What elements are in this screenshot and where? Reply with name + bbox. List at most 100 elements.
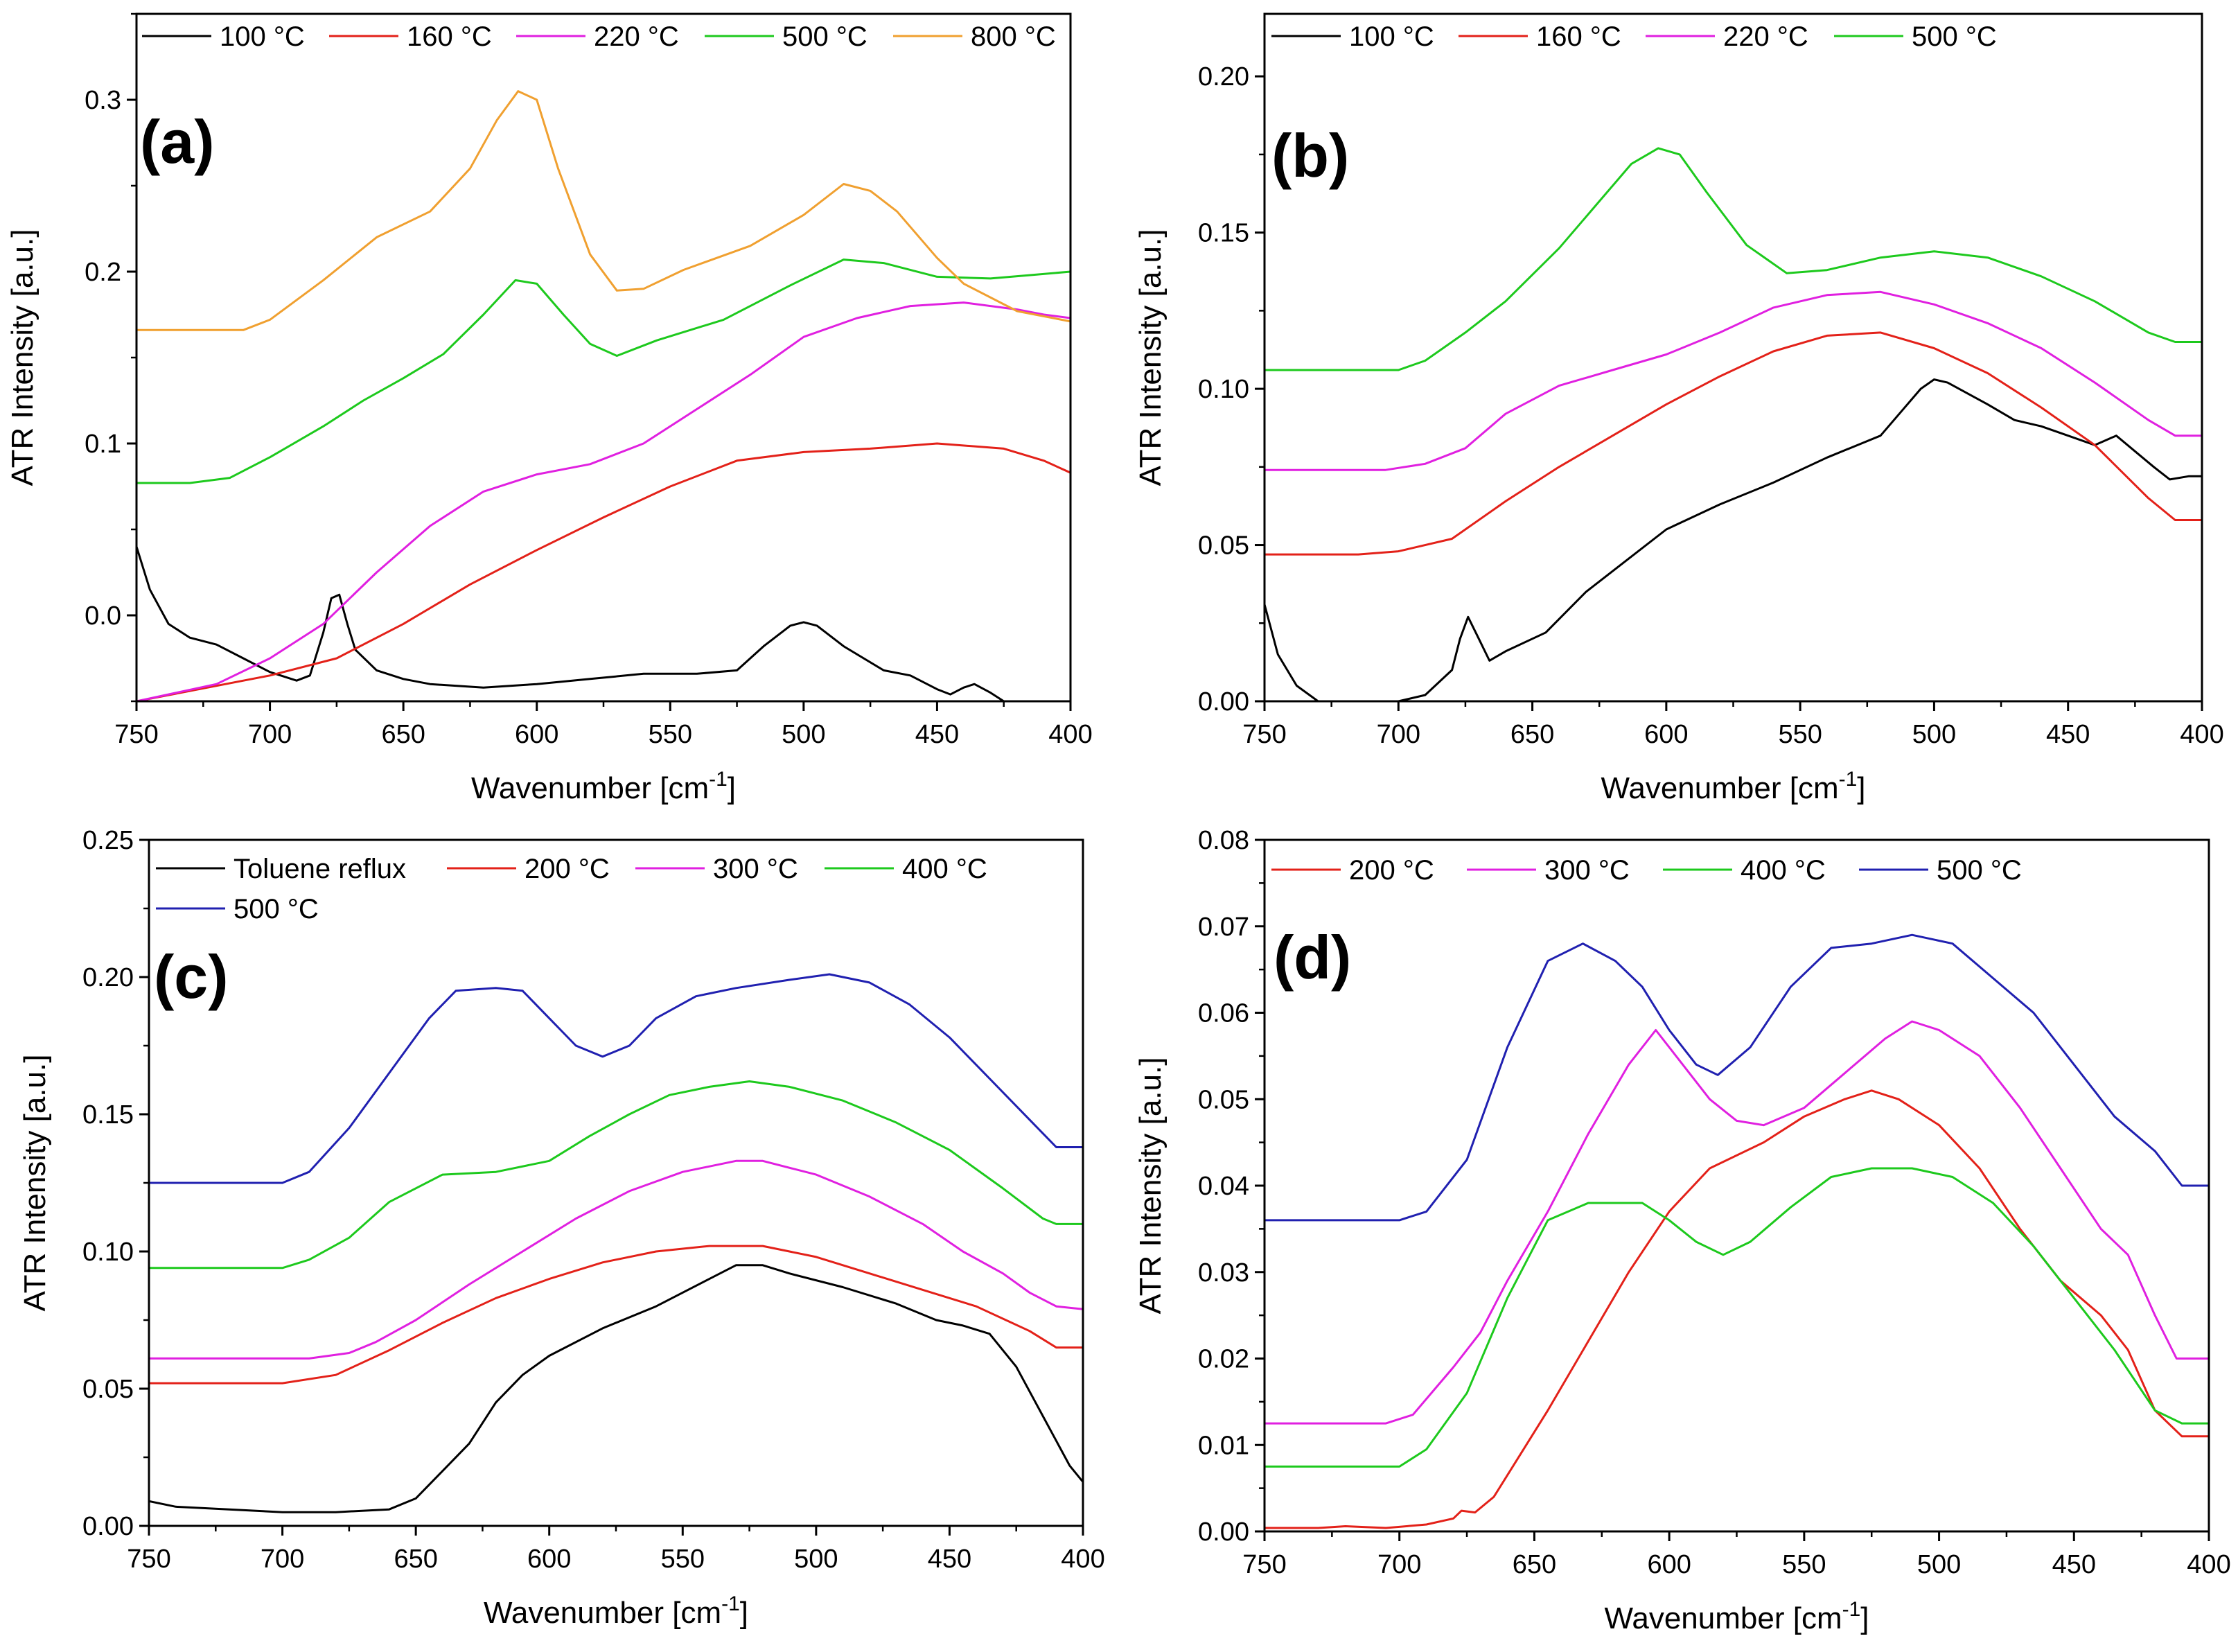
panel-b: 750 700 650 600 550 500 450 400 0.00 0.05 0.10 0.15… (1134, 12, 2224, 805)
y-axis-title: ATR Intensity [a.u.] (18, 1055, 52, 1312)
x-tick-label: 500 (1917, 1550, 1961, 1579)
series-line (1265, 1167, 2209, 1468)
series-line (149, 1245, 1083, 1385)
x-tick-label: 450 (915, 720, 959, 749)
panel-d: 750 700 650 600 550 500 450 400 0.00 0.01 0.02 0.03… (1134, 826, 2231, 1635)
legend-label: 160 °C (1536, 21, 1621, 52)
legend-label: 400 °C (902, 854, 987, 884)
series-line (136, 546, 1005, 701)
y-tick-label: 0.20 (82, 963, 134, 992)
x-tick-label: 650 (381, 720, 425, 749)
x-tick-label: 450 (2052, 1550, 2096, 1579)
y-tick-label: 0.00 (1198, 1518, 1249, 1547)
x-tick-label: 650 (394, 1545, 437, 1574)
series-line (136, 301, 1070, 701)
x-axis-title: Wavenumber [cm-1] (471, 768, 736, 805)
y-tick-label: 0.15 (82, 1100, 134, 1130)
legend-label: 200 °C (525, 854, 610, 884)
series-line (149, 1080, 1083, 1269)
y-tick-label: 0.03 (1198, 1258, 1249, 1288)
x-tick-label: 750 (1242, 1550, 1286, 1579)
series-line (1265, 290, 2202, 471)
series-line (149, 1159, 1083, 1360)
y-tick-label: 0.20 (1198, 62, 1249, 91)
panel-label: (c) (154, 942, 229, 1011)
x-tick-label: 600 (1647, 1550, 1691, 1579)
y-tick-label: 0.00 (1198, 687, 1249, 717)
plot-frame (135, 12, 1072, 703)
series-line (1265, 378, 2202, 701)
x-tick-label: 550 (1782, 1550, 1826, 1579)
x-tick-label: 700 (261, 1545, 304, 1574)
series-line (136, 90, 1070, 331)
series-line (1265, 1089, 2209, 1529)
series-line (149, 1264, 1083, 1513)
panel-label: (a) (140, 107, 215, 176)
x-tick-label: 500 (794, 1545, 838, 1574)
y-tick-label: 0.10 (1198, 375, 1249, 404)
legend: 200 °C 300 °C 400 °C 500 °C (1271, 855, 2022, 886)
y-axis-title: ATR Intensity [a.u.] (6, 229, 39, 486)
x-tick-label: 650 (1513, 1550, 1556, 1579)
y-tick-label: 0.15 (1198, 219, 1249, 248)
legend-label: 200 °C (1349, 855, 1434, 886)
y-tick-label: 0.06 (1198, 999, 1249, 1028)
x-tick-label: 400 (1061, 1545, 1104, 1574)
y-tick-label: 0.0 (85, 601, 121, 631)
x-tick-label: 450 (928, 1545, 971, 1574)
y-tick-label: 0.10 (82, 1238, 134, 1267)
legend-label: 220 °C (1723, 21, 1808, 52)
panel-c: 750 700 650 600 550 500 450 400 0.00 0.05 0.10 0.15… (18, 826, 1105, 1630)
x-axis-title: Wavenumber [cm-1] (1604, 1598, 1869, 1635)
y-tick-label: 0.25 (82, 826, 134, 855)
x-tick-label: 750 (114, 720, 158, 749)
legend-label: 100 °C (1349, 21, 1434, 52)
series-line (136, 258, 1070, 484)
x-tick-label: 600 (515, 720, 558, 749)
series-line (1265, 331, 2202, 556)
legend-label: 800 °C (971, 21, 1056, 52)
x-tick-label: 550 (1778, 720, 1822, 749)
legend-label: 500 °C (1937, 855, 2022, 886)
y-tick-label: 0.04 (1198, 1172, 1249, 1201)
legend-label: 100 °C (220, 21, 305, 52)
y-tick-label: 0.08 (1198, 826, 1249, 855)
legend-label: 220 °C (594, 21, 679, 52)
x-tick-label: 700 (248, 720, 292, 749)
y-tick-label: 0.07 (1198, 913, 1249, 942)
series-line (149, 973, 1083, 1184)
y-axis-title: ATR Intensity [a.u.] (1134, 229, 1168, 486)
legend-label: 160 °C (407, 21, 492, 52)
x-tick-label: 400 (2180, 720, 2223, 749)
y-tick-label: 0.3 (85, 86, 121, 115)
x-tick-label: 450 (2046, 720, 2090, 749)
panel-label: (d) (1274, 923, 1351, 992)
x-tick-label: 550 (649, 720, 692, 749)
plot-frame (1263, 838, 2210, 1533)
x-tick-label: 400 (1048, 720, 1092, 749)
x-tick-label: 700 (1377, 720, 1420, 749)
x-tick-label: 700 (1377, 1550, 1421, 1579)
legend: 100 °C 160 °C 220 °C 500 °C (1271, 21, 1997, 52)
plot-frame (148, 838, 1084, 1527)
plot-frame (1263, 12, 2203, 703)
series-line (1265, 147, 2202, 371)
x-tick-label: 400 (2187, 1550, 2230, 1579)
x-tick-label: 650 (1510, 720, 1554, 749)
y-tick-label: 0.2 (85, 258, 121, 287)
series-line (1265, 1020, 2209, 1425)
series-line (136, 442, 1070, 701)
series-line (1265, 933, 2209, 1222)
y-tick-label: 0.00 (82, 1512, 134, 1541)
x-tick-label: 750 (127, 1545, 170, 1574)
y-tick-label: 0.01 (1198, 1431, 1249, 1460)
legend: Toluene reflux 200 °C 300 °C 400 °C 500 °C (156, 854, 987, 924)
x-axis-title: Wavenumber [cm-1] (484, 1592, 748, 1630)
legend-label: 300 °C (713, 854, 798, 884)
legend-label: 400 °C (1741, 855, 1826, 886)
x-tick-label: 600 (527, 1545, 571, 1574)
y-tick-label: 0.1 (85, 430, 121, 459)
legend-label: 500 °C (782, 21, 867, 52)
x-tick-label: 500 (1912, 720, 1956, 749)
